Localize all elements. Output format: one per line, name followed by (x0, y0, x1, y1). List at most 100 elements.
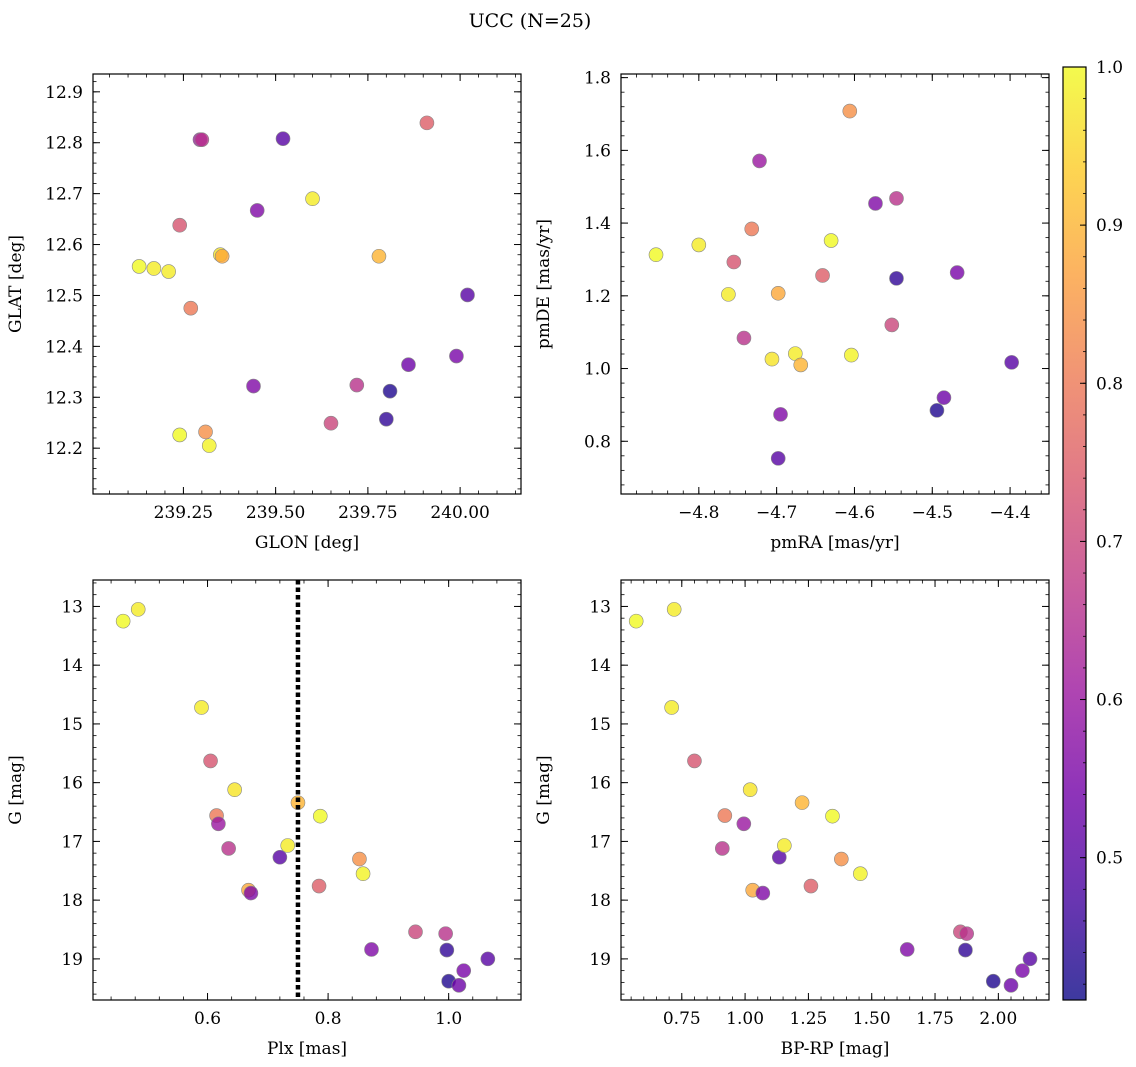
data-point (1004, 355, 1019, 370)
x-axis-label: BP-RP [mag] (781, 1039, 890, 1059)
x-axis-label: GLON [deg] (255, 533, 359, 553)
data-point (272, 849, 288, 865)
data-point (408, 924, 423, 940)
data-point (352, 851, 367, 867)
data-point (305, 191, 320, 207)
data-point (115, 613, 131, 629)
y-tick-label: 18 (61, 891, 83, 911)
plot-frame (620, 579, 1050, 1001)
data-point (355, 866, 371, 882)
data-point (451, 978, 467, 993)
plot-frame (620, 73, 1050, 495)
data-point (803, 878, 819, 894)
data-point (379, 411, 394, 427)
y-tick-label: 12.4 (45, 337, 83, 357)
colorbar-tick-label: 0.6 (1096, 691, 1123, 711)
y-tick-label: 16 (61, 774, 83, 794)
data-point (815, 268, 830, 283)
data-point (194, 700, 209, 715)
x-tick-label: 1.25 (789, 1009, 827, 1029)
y-tick-label: 12.7 (45, 185, 83, 205)
data-point (687, 753, 702, 769)
data-point (764, 351, 780, 367)
data-point (246, 378, 261, 394)
data-point (691, 237, 707, 253)
data-point (1015, 963, 1030, 978)
x-tick-label: −4.7 (756, 503, 797, 523)
data-point (460, 287, 475, 303)
colorbar-gradient (1063, 67, 1086, 1000)
x-tick-label: 0.75 (663, 1009, 701, 1029)
data-point (312, 808, 328, 824)
data-point (214, 248, 230, 264)
data-point (183, 300, 199, 316)
data-point (280, 838, 296, 853)
x-axis-label: pmRA [mas/yr] (770, 533, 899, 553)
y-tick-label: 1.2 (584, 287, 611, 307)
y-tick-label: 17 (61, 832, 83, 852)
data-point (221, 841, 236, 856)
y-tick-label: 1.6 (584, 141, 611, 161)
y-tick-label: 14 (61, 656, 83, 676)
data-layer (115, 602, 496, 993)
data-point (371, 248, 387, 264)
colorbar-tick-label: 1.0 (1096, 58, 1123, 78)
data-point (889, 271, 904, 286)
data-point (211, 816, 226, 832)
data-point (868, 196, 883, 211)
data-point (726, 254, 742, 270)
data-point (666, 602, 682, 617)
data-point (755, 885, 771, 901)
y-axis-label: GLAT [deg] (6, 235, 26, 333)
data-point (456, 963, 472, 978)
data-point (770, 451, 786, 466)
data-point (842, 103, 858, 119)
y-axis-label: G [mag] (6, 755, 26, 824)
panel-4: 0.75 1.00 1.25 1.50 1.75 2.00 13 14 15 16 17 18 19 BP… (534, 579, 1050, 1059)
data-point (825, 808, 840, 824)
y-axis-label: pmDE [mas/yr] (534, 219, 554, 349)
data-point (419, 115, 435, 131)
x-tick-label: −4.8 (678, 503, 719, 523)
data-point (1003, 978, 1019, 993)
data-point (198, 424, 213, 440)
data-point (777, 838, 792, 853)
panel-3: 0.6 0.8 1.0 13 14 15 16 17 18 19 Plx [mas] G [mag] (6, 579, 522, 1059)
data-point (823, 233, 839, 248)
figure-title: UCC (N=25) (469, 10, 592, 32)
colorbar-tick-label: 0.5 (1096, 849, 1123, 869)
y-tick-label: 0.8 (584, 432, 611, 452)
data-point (243, 885, 259, 901)
x-tick-label: 1.0 (435, 1009, 462, 1029)
colorbar-tick-label: 0.8 (1096, 374, 1123, 394)
data-point (130, 602, 146, 617)
y-tick-label: 19 (589, 950, 611, 970)
data-point (275, 131, 291, 146)
y-tick-label: 15 (589, 715, 611, 735)
data-point (648, 247, 664, 263)
data-point (311, 878, 327, 894)
data-point (949, 265, 965, 280)
x-tick-label: −4.4 (989, 503, 1030, 523)
y-tick-label: 1.0 (584, 360, 611, 380)
data-point (449, 348, 464, 364)
data-point (382, 383, 398, 399)
data-point (161, 264, 176, 279)
x-tick-label: 0.6 (194, 1009, 221, 1029)
y-tick-label: 16 (589, 774, 611, 794)
data-point (834, 851, 849, 867)
x-tick-label: 1.00 (726, 1009, 764, 1029)
y-tick-label: 12.5 (45, 286, 83, 306)
x-tick-label: −4.6 (834, 503, 875, 523)
data-point (884, 317, 900, 333)
data-point (936, 390, 952, 405)
data-point (715, 841, 730, 856)
x-tick-label: 240.00 (430, 503, 489, 523)
y-tick-label: 13 (61, 597, 83, 617)
data-point (985, 973, 1001, 989)
data-point (744, 221, 760, 237)
y-axis-label: G [mag] (534, 755, 554, 824)
x-tick-label: 2.00 (979, 1009, 1017, 1029)
y-tick-label: 19 (61, 950, 83, 970)
y-tick-label: 18 (589, 891, 611, 911)
